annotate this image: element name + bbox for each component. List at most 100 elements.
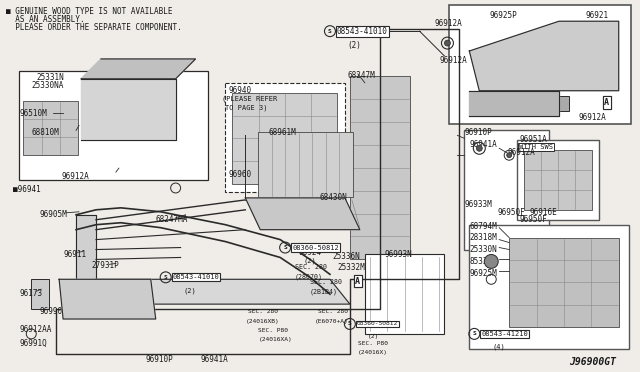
Polygon shape <box>76 215 96 314</box>
Bar <box>554 61 569 81</box>
Bar <box>259 132 353 197</box>
Text: (24016XA): (24016XA) <box>259 337 292 342</box>
Circle shape <box>444 40 451 46</box>
Text: 08543-41010: 08543-41010 <box>173 274 220 280</box>
Text: TO PAGE 3): TO PAGE 3) <box>225 105 268 111</box>
Text: SEC. P80: SEC. P80 <box>358 341 388 346</box>
Bar <box>517 140 599 220</box>
Text: A: A <box>355 277 360 286</box>
Text: PLEASE ORDER THE SEPARATE COMPONENT.: PLEASE ORDER THE SEPARATE COMPONENT. <box>6 23 182 32</box>
Circle shape <box>507 153 511 158</box>
Text: 96912A: 96912A <box>440 56 467 65</box>
Text: 96912AA: 96912AA <box>19 325 52 334</box>
Text: 96916E: 96916E <box>529 208 557 217</box>
Text: 96173: 96173 <box>19 289 42 298</box>
Text: (4): (4) <box>492 344 505 350</box>
Text: 96933M: 96933M <box>465 200 492 209</box>
Circle shape <box>476 145 483 151</box>
Text: 96924: 96924 <box>298 247 321 257</box>
Text: (24016X): (24016X) <box>358 350 388 355</box>
Text: 96941A: 96941A <box>200 355 228 364</box>
Polygon shape <box>59 279 156 319</box>
Bar <box>19 71 209 180</box>
Text: 96925P: 96925P <box>489 11 517 20</box>
Text: 68430N: 68430N <box>320 193 348 202</box>
Text: S: S <box>348 321 352 327</box>
Bar <box>23 101 78 155</box>
Text: 96951A: 96951A <box>519 135 547 144</box>
Text: 96910P: 96910P <box>146 355 173 364</box>
Text: A: A <box>604 98 609 107</box>
Circle shape <box>484 254 498 268</box>
Text: 96941A: 96941A <box>469 140 497 149</box>
Text: 96950F: 96950F <box>497 208 525 217</box>
Text: 96991Q: 96991Q <box>19 339 47 348</box>
Text: 96911: 96911 <box>63 250 86 259</box>
Text: 96510M: 96510M <box>19 109 47 118</box>
Text: 27931P: 27931P <box>91 262 119 270</box>
Text: 68247M: 68247M <box>348 71 376 80</box>
Text: (PLEASE REFER: (PLEASE REFER <box>223 96 278 102</box>
Text: 25331N: 25331N <box>36 73 64 82</box>
Text: 25332M: 25332M <box>338 263 365 272</box>
Bar <box>225 83 345 192</box>
Text: 08543-41210: 08543-41210 <box>481 331 528 337</box>
Bar <box>524 150 592 210</box>
Text: 25336N: 25336N <box>332 251 360 260</box>
Text: 96912A: 96912A <box>579 113 607 122</box>
Text: 08543-41010: 08543-41010 <box>337 27 388 36</box>
Polygon shape <box>81 59 196 79</box>
Text: S: S <box>284 245 287 250</box>
Text: 25330NA: 25330NA <box>31 81 63 90</box>
Text: 96960: 96960 <box>228 170 252 179</box>
Text: 85336N: 85336N <box>469 257 497 266</box>
Text: (2): (2) <box>303 257 316 264</box>
Bar <box>465 131 549 250</box>
Polygon shape <box>245 198 360 230</box>
Text: (24016XB): (24016XB) <box>245 319 279 324</box>
Bar <box>350 76 410 259</box>
Text: 96950F: 96950F <box>519 215 547 224</box>
Text: 96940: 96940 <box>228 86 252 95</box>
Polygon shape <box>96 279 350 304</box>
Text: S: S <box>472 331 476 336</box>
Text: ■96941: ■96941 <box>13 185 41 194</box>
Bar <box>31 279 49 309</box>
Text: (2): (2) <box>368 334 379 339</box>
Text: S: S <box>164 275 168 280</box>
Text: SEC. 280: SEC. 280 <box>318 309 348 314</box>
Bar <box>365 254 444 334</box>
Text: (2): (2) <box>347 41 361 50</box>
Text: 68961M: 68961M <box>268 128 296 137</box>
Polygon shape <box>81 79 175 140</box>
Bar <box>509 238 619 327</box>
Text: (2): (2) <box>184 287 196 294</box>
Text: 96912A: 96912A <box>435 19 462 28</box>
Text: 68794M: 68794M <box>469 222 497 231</box>
Text: 96910P: 96910P <box>465 128 492 137</box>
Text: (E6070+A): (E6070+A) <box>315 319 349 324</box>
Text: 96912A: 96912A <box>507 148 535 157</box>
Bar <box>469 225 628 349</box>
Text: (2B1B4): (2B1B4) <box>310 288 338 295</box>
Text: AS AN ASSEMBLY.: AS AN ASSEMBLY. <box>6 15 85 24</box>
Text: SEC. 280: SEC. 280 <box>295 264 327 270</box>
Text: A: A <box>355 277 360 286</box>
Text: WITH SWS: WITH SWS <box>519 144 553 150</box>
Text: 96990M: 96990M <box>39 307 67 316</box>
Bar <box>557 96 569 110</box>
Text: SEC. 280: SEC. 280 <box>310 279 342 285</box>
Text: 08360-50812: 08360-50812 <box>357 321 398 327</box>
Text: 96905M: 96905M <box>39 210 67 219</box>
Bar <box>449 5 630 125</box>
Text: 96921: 96921 <box>586 11 609 20</box>
Text: ■ GENUINE WOOD TYPE IS NOT AVAILABLE: ■ GENUINE WOOD TYPE IS NOT AVAILABLE <box>6 7 173 16</box>
Text: 68810M: 68810M <box>31 128 59 137</box>
Polygon shape <box>469 21 619 91</box>
Text: (28070): (28070) <box>295 273 323 280</box>
Text: J96900GT: J96900GT <box>569 357 616 367</box>
Text: 96912A: 96912A <box>61 172 89 181</box>
Text: 08360-50812: 08360-50812 <box>292 244 339 250</box>
Text: A: A <box>604 98 609 107</box>
Text: 68247MA: 68247MA <box>156 215 188 224</box>
